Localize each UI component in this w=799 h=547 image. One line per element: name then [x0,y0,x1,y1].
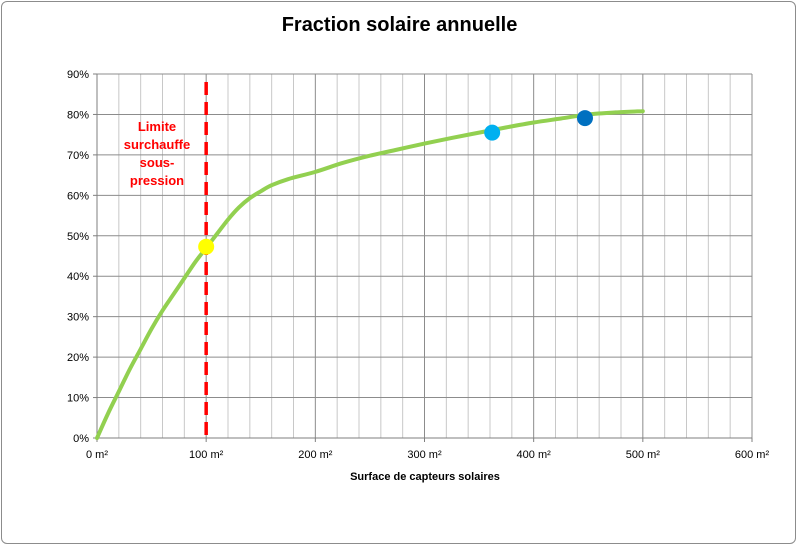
y-tick-label: 0% [73,433,89,445]
y-tick-label: 30% [67,312,89,324]
limit-label-line: pression [130,173,184,188]
y-tick-label: 90% [67,69,89,81]
markers [198,110,593,255]
limit-label-line: surchauffe [124,137,190,152]
x-tick-label: 500 m² [626,449,661,461]
axes [93,73,753,442]
limit-label-line: Limite [138,119,176,134]
y-tick-label: 20% [67,352,89,364]
limit-line: Limite surchauffe sous-pression [124,82,208,438]
data-point-marker [198,238,215,255]
tick-labels: 0% 10% 20% 30% 40% 50% 60% 70% 80% 90% 0 m² 100 m² 2… [67,69,769,461]
x-tick-label: 100 m² [189,449,224,461]
data-point-marker [576,110,593,127]
y-tick-label: 70% [67,150,89,162]
data-point-marker [484,124,501,141]
chart-title: Fraction solaire annuelle [281,14,518,36]
x-tick-label: 400 m² [517,449,552,461]
series [95,109,645,440]
y-tick-label: 80% [67,109,89,121]
limit-label-line: sous- [140,155,175,170]
grid [96,73,753,439]
y-tick-label: 10% [67,393,89,405]
y-tick-label: 60% [67,190,89,202]
y-tick-label: 40% [67,271,89,283]
y-tick-label: 50% [67,231,89,243]
x-tick-label: 300 m² [407,449,442,461]
series-line [95,109,645,440]
x-axis-label: Surface de capteurs solaires [350,471,500,483]
x-tick-label: 200 m² [298,449,333,461]
x-tick-label: 600 m² [735,449,770,461]
x-tick-label: 0 m² [86,449,108,461]
